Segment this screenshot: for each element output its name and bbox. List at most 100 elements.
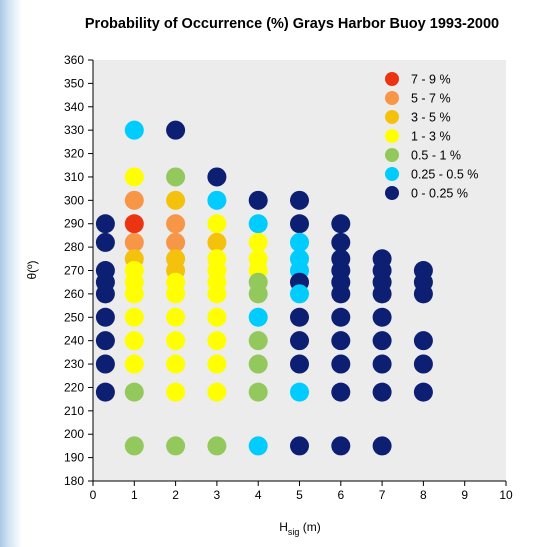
y-tick-label: 320 bbox=[64, 147, 84, 161]
data-point bbox=[166, 331, 186, 351]
data-point bbox=[166, 167, 186, 187]
data-point bbox=[372, 331, 392, 351]
data-point bbox=[331, 436, 351, 456]
x-tick-label: 4 bbox=[255, 488, 262, 502]
legend: 7 - 9 % 5 - 7 % 3 - 5 % 1 - 3 % 0.5 - 1 % 0.2… bbox=[385, 72, 478, 201]
data-point bbox=[166, 382, 186, 402]
y-axis-label: θ(º) bbox=[25, 260, 39, 279]
data-point bbox=[372, 307, 392, 327]
data-point bbox=[166, 307, 186, 327]
x-tick-label: 7 bbox=[379, 488, 386, 502]
legend-item: 0.25 - 0.5 % bbox=[385, 167, 478, 182]
y-tick-label: 290 bbox=[64, 217, 84, 231]
data-point bbox=[413, 331, 433, 351]
data-point bbox=[95, 331, 115, 351]
x-tick-label: 5 bbox=[296, 488, 303, 502]
data-point bbox=[124, 190, 144, 210]
x-axis-label-unit: (m) bbox=[299, 520, 320, 534]
y-tick-label: 330 bbox=[64, 123, 84, 137]
data-point bbox=[248, 382, 268, 402]
y-tick-label: 180 bbox=[64, 474, 84, 488]
data-point bbox=[95, 232, 115, 252]
x-tick-label: 1 bbox=[131, 488, 138, 502]
data-point bbox=[248, 354, 268, 374]
data-point bbox=[124, 307, 144, 327]
data-point bbox=[207, 167, 227, 187]
data-point bbox=[331, 382, 351, 402]
legend-label: 1 - 3 % bbox=[411, 130, 451, 144]
data-point bbox=[290, 436, 309, 456]
data-point bbox=[413, 354, 433, 374]
legend-marker bbox=[385, 167, 399, 181]
data-point bbox=[331, 214, 351, 234]
data-point bbox=[290, 214, 309, 234]
y-tick-label: 210 bbox=[64, 404, 84, 418]
x-axis-label-subscript: sig bbox=[288, 527, 300, 537]
data-point bbox=[207, 284, 227, 304]
legend-marker bbox=[385, 148, 399, 162]
y-tick-label: 260 bbox=[64, 287, 84, 301]
data-point bbox=[248, 436, 268, 456]
x-axis-label-main: H bbox=[279, 520, 288, 534]
data-point bbox=[124, 436, 144, 456]
data-point bbox=[207, 190, 227, 210]
data-point bbox=[207, 331, 227, 351]
x-axis-ticks: 0 1 2 3 4 5 6 7 8 9 10 bbox=[90, 481, 513, 502]
y-tick-label: 270 bbox=[64, 264, 84, 278]
data-point bbox=[372, 436, 392, 456]
x-tick-label: 0 bbox=[90, 488, 97, 502]
data-point bbox=[124, 120, 144, 140]
legend-label: 7 - 9 % bbox=[411, 73, 451, 87]
data-point bbox=[413, 284, 433, 304]
data-point bbox=[124, 331, 144, 351]
data-point bbox=[95, 354, 115, 374]
data-point bbox=[372, 354, 392, 374]
y-tick-label: 360 bbox=[64, 53, 84, 67]
data-point bbox=[207, 307, 227, 327]
data-point bbox=[331, 284, 351, 304]
data-point bbox=[248, 214, 268, 234]
data-point bbox=[166, 232, 186, 252]
legend-marker bbox=[385, 186, 399, 200]
data-point bbox=[207, 354, 227, 374]
data-point bbox=[372, 284, 392, 304]
x-tick-label: 8 bbox=[420, 488, 427, 502]
legend-marker bbox=[385, 91, 399, 105]
data-point bbox=[207, 232, 227, 252]
data-point bbox=[290, 331, 309, 351]
legend-label: 0 - 0.25 % bbox=[411, 187, 468, 201]
legend-label: 5 - 7 % bbox=[411, 92, 451, 106]
data-point bbox=[248, 331, 268, 351]
data-point bbox=[248, 307, 268, 327]
y-tick-label: 240 bbox=[64, 334, 84, 348]
data-points bbox=[95, 120, 433, 456]
data-point bbox=[166, 214, 186, 234]
y-tick-label: 250 bbox=[64, 310, 84, 324]
y-tick-label: 300 bbox=[64, 193, 84, 207]
data-point bbox=[290, 232, 309, 252]
x-tick-label: 10 bbox=[499, 488, 513, 502]
data-point bbox=[290, 354, 309, 374]
data-point bbox=[95, 307, 115, 327]
data-point bbox=[290, 284, 309, 304]
data-point bbox=[248, 190, 268, 210]
y-tick-label: 190 bbox=[64, 451, 84, 465]
data-point bbox=[166, 284, 186, 304]
data-point bbox=[331, 307, 351, 327]
legend-item: 0 - 0.25 % bbox=[385, 186, 468, 201]
data-point bbox=[331, 232, 351, 252]
data-point bbox=[124, 167, 144, 187]
data-point bbox=[166, 120, 186, 140]
legend-marker bbox=[385, 72, 399, 86]
legend-marker bbox=[385, 110, 399, 124]
y-axis-ticks: 180 190 200 210 220 230 240 250 260 270 280 290 300 3… bbox=[64, 53, 93, 488]
legend-label: 0.25 - 0.5 % bbox=[411, 168, 478, 182]
data-point bbox=[166, 436, 186, 456]
y-tick-label: 200 bbox=[64, 427, 84, 441]
data-point bbox=[290, 307, 309, 327]
y-tick-label: 350 bbox=[64, 76, 84, 90]
data-point bbox=[166, 190, 186, 210]
x-axis-label: Hsig (m) bbox=[279, 520, 321, 537]
